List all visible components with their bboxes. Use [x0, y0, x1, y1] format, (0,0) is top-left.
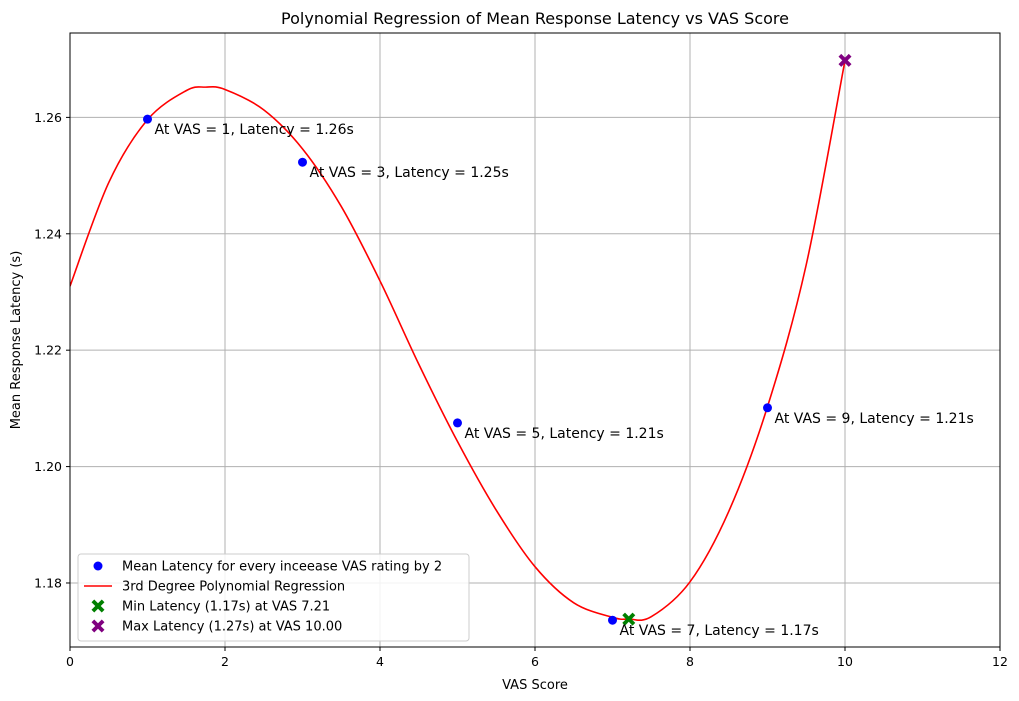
max-latency-marker	[838, 53, 852, 67]
x-tick-label: 8	[686, 654, 694, 669]
legend-label: 3rd Degree Polynomial Regression	[122, 580, 345, 595]
y-axis-label: Mean Response Latency (s)	[9, 251, 24, 430]
legend-label: Max Latency (1.27s) at VAS 10.00	[122, 620, 342, 635]
y-tick-label: 1.26	[34, 110, 62, 125]
y-tick-label: 1.18	[34, 575, 62, 590]
y-tick-label: 1.20	[34, 459, 62, 474]
x-tick-label: 2	[221, 654, 229, 669]
legend-marker	[93, 561, 103, 571]
x-tick-label: 12	[992, 654, 1008, 669]
data-annotation: At VAS = 9, Latency = 1.21s	[775, 411, 974, 427]
legend-marker	[91, 599, 105, 613]
regression-line	[70, 60, 846, 621]
data-point	[143, 114, 152, 124]
y-tick-label: 1.24	[34, 226, 62, 241]
axes: 0 2 4 6 8 10 12 1.18 1.20 1.22 1.24 1.26	[34, 110, 1008, 669]
data-annotation: At VAS = 1, Latency = 1.26s	[155, 122, 354, 138]
y-tick-label: 1.22	[34, 343, 62, 358]
legend-label: Mean Latency for every inceease VAS rati…	[122, 560, 442, 575]
x-tick-label: 4	[376, 654, 384, 669]
chart-title: Polynomial Regression of Mean Response L…	[281, 9, 789, 28]
x-tick-label: 10	[837, 654, 853, 669]
grid	[69, 33, 1001, 647]
legend-marker	[91, 619, 105, 633]
data-point	[453, 418, 462, 428]
legend: Mean Latency for every inceease VAS rati…	[77, 553, 470, 642]
data-annotation: At VAS = 3, Latency = 1.25s	[310, 165, 509, 181]
x-tick-label: 6	[531, 654, 539, 669]
data-annotation: At VAS = 7, Latency = 1.17s	[620, 623, 819, 639]
legend-box	[77, 553, 470, 642]
data-point	[298, 157, 307, 167]
data-point	[608, 615, 617, 625]
x-tick-label: 0	[66, 654, 74, 669]
x-axis-label: VAS Score	[502, 678, 568, 693]
data-annotation: At VAS = 5, Latency = 1.21s	[465, 426, 664, 442]
plot-content: At VAS = 1, Latency = 1.26s At VAS = 3, L…	[70, 53, 974, 639]
data-point	[763, 403, 772, 413]
legend-label: Min Latency (1.17s) at VAS 7.21	[122, 600, 330, 615]
min-latency-marker	[622, 612, 636, 626]
